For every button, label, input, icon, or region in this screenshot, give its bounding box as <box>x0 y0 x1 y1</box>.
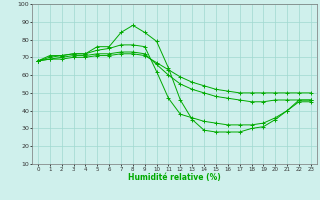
X-axis label: Humidité relative (%): Humidité relative (%) <box>128 173 221 182</box>
